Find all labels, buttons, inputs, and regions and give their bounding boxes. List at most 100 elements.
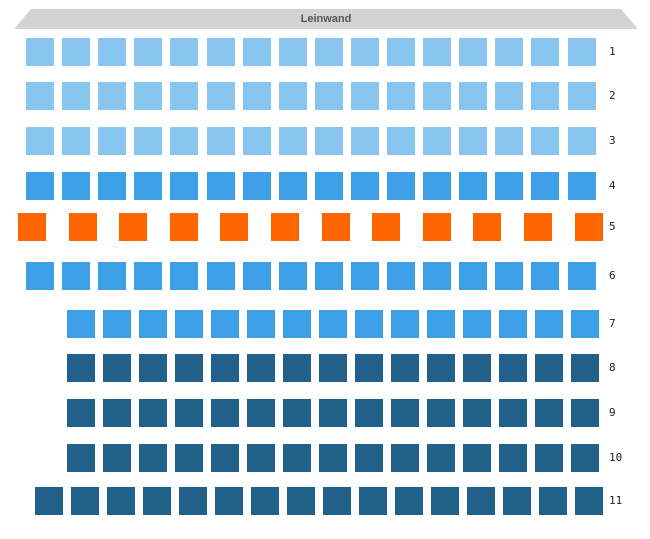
seat[interactable] <box>575 213 603 241</box>
seat[interactable] <box>107 487 135 515</box>
seat[interactable] <box>387 262 415 290</box>
seat[interactable] <box>67 310 95 338</box>
seat[interactable] <box>98 262 126 290</box>
seat[interactable] <box>279 38 307 66</box>
seat[interactable] <box>319 310 347 338</box>
seat[interactable] <box>351 262 379 290</box>
seat[interactable] <box>315 38 343 66</box>
seat[interactable] <box>170 127 198 155</box>
seat[interactable] <box>459 38 487 66</box>
seat[interactable] <box>351 172 379 200</box>
seat[interactable] <box>35 487 63 515</box>
seat[interactable] <box>499 444 527 472</box>
seat[interactable] <box>62 127 90 155</box>
seat[interactable] <box>531 38 559 66</box>
seat[interactable] <box>423 213 451 241</box>
seat[interactable] <box>495 172 523 200</box>
seat[interactable] <box>243 127 271 155</box>
seat[interactable] <box>134 82 162 110</box>
seat[interactable] <box>571 310 599 338</box>
seat[interactable] <box>571 399 599 427</box>
seat[interactable] <box>243 82 271 110</box>
seat[interactable] <box>287 487 315 515</box>
seat[interactable] <box>139 354 167 382</box>
seat[interactable] <box>170 262 198 290</box>
seat[interactable] <box>322 213 350 241</box>
seat[interactable] <box>372 213 400 241</box>
seat[interactable] <box>355 399 383 427</box>
seat[interactable] <box>69 213 97 241</box>
seat[interactable] <box>571 444 599 472</box>
seat[interactable] <box>315 172 343 200</box>
seat[interactable] <box>243 172 271 200</box>
seat[interactable] <box>211 399 239 427</box>
seat[interactable] <box>495 127 523 155</box>
seat[interactable] <box>175 444 203 472</box>
seat[interactable] <box>243 38 271 66</box>
seat[interactable] <box>134 127 162 155</box>
seat[interactable] <box>391 310 419 338</box>
seat[interactable] <box>427 399 455 427</box>
seat[interactable] <box>134 172 162 200</box>
seat[interactable] <box>568 38 596 66</box>
seat[interactable] <box>531 262 559 290</box>
seat[interactable] <box>139 399 167 427</box>
seat[interactable] <box>170 172 198 200</box>
seat[interactable] <box>26 127 54 155</box>
seat[interactable] <box>175 310 203 338</box>
seat[interactable] <box>423 172 451 200</box>
seat[interactable] <box>175 399 203 427</box>
seat[interactable] <box>459 127 487 155</box>
seat[interactable] <box>283 444 311 472</box>
seat[interactable] <box>71 487 99 515</box>
seat[interactable] <box>319 399 347 427</box>
seat[interactable] <box>423 127 451 155</box>
seat[interactable] <box>207 127 235 155</box>
seat[interactable] <box>279 127 307 155</box>
seat[interactable] <box>67 444 95 472</box>
seat[interactable] <box>139 444 167 472</box>
seat[interactable] <box>134 38 162 66</box>
seat[interactable] <box>427 444 455 472</box>
seat[interactable] <box>459 172 487 200</box>
seat[interactable] <box>463 399 491 427</box>
seat[interactable] <box>427 354 455 382</box>
seat[interactable] <box>423 82 451 110</box>
seat[interactable] <box>535 354 563 382</box>
seat[interactable] <box>247 399 275 427</box>
seat[interactable] <box>98 172 126 200</box>
seat[interactable] <box>211 310 239 338</box>
seat[interactable] <box>283 354 311 382</box>
seat[interactable] <box>103 399 131 427</box>
seat[interactable] <box>463 310 491 338</box>
seat[interactable] <box>170 213 198 241</box>
seat[interactable] <box>251 487 279 515</box>
seat[interactable] <box>387 38 415 66</box>
seat[interactable] <box>247 310 275 338</box>
seat[interactable] <box>319 354 347 382</box>
seat[interactable] <box>387 127 415 155</box>
seat[interactable] <box>62 262 90 290</box>
seat[interactable] <box>568 172 596 200</box>
seat[interactable] <box>315 262 343 290</box>
seat[interactable] <box>571 354 599 382</box>
seat[interactable] <box>211 354 239 382</box>
seat[interactable] <box>499 399 527 427</box>
seat[interactable] <box>170 82 198 110</box>
seat[interactable] <box>539 487 567 515</box>
seat[interactable] <box>315 82 343 110</box>
seat[interactable] <box>535 310 563 338</box>
seat[interactable] <box>179 487 207 515</box>
seat[interactable] <box>568 127 596 155</box>
seat[interactable] <box>495 38 523 66</box>
seat[interactable] <box>431 487 459 515</box>
seat[interactable] <box>62 82 90 110</box>
seat[interactable] <box>220 213 248 241</box>
seat[interactable] <box>143 487 171 515</box>
seat[interactable] <box>207 172 235 200</box>
seat[interactable] <box>351 127 379 155</box>
seat[interactable] <box>495 82 523 110</box>
seat[interactable] <box>215 487 243 515</box>
seat[interactable] <box>62 172 90 200</box>
seat[interactable] <box>271 213 299 241</box>
